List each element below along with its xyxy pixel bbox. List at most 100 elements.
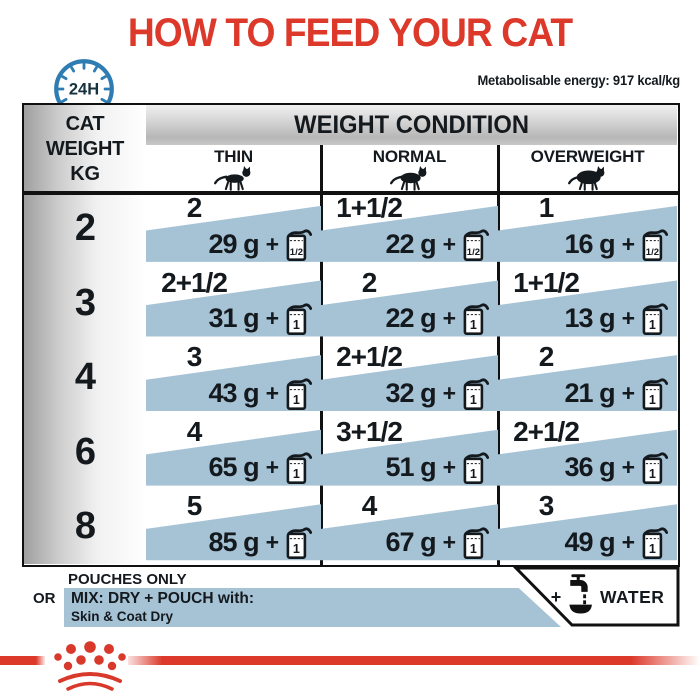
measuring-pouch-icon: 1/2	[642, 229, 668, 261]
cat-weight-value: 4	[74, 356, 96, 399]
measure-amount: 1	[470, 542, 477, 556]
weight-condition-header: WEIGHT CONDITION	[146, 105, 677, 145]
plus-sign: +	[621, 305, 635, 332]
grams-line: 16 g + 1/2	[565, 227, 668, 262]
mix-line1: MIX: DRY + POUCH with:	[71, 590, 254, 607]
header-separator-rule	[24, 191, 678, 195]
feeding-cell: 4 67 g + 1	[321, 489, 498, 564]
grams-value: 65 g	[208, 452, 260, 483]
feeding-table: WEIGHT CONDITION CAT WEIGHT KG THIN NORM…	[22, 103, 680, 567]
column-divider	[320, 145, 323, 565]
24h-label: 24H	[69, 81, 99, 99]
grams-value: 29 g	[208, 228, 260, 259]
measure-amount: 1	[470, 467, 477, 481]
pouch-count: 2+1/2	[513, 415, 580, 447]
grams-line: 67 g + 1	[386, 525, 489, 560]
measuring-pouch-icon: 1/2	[463, 229, 489, 261]
feeding-cell: 2 21 g + 1	[498, 340, 677, 415]
measure-amount: 1	[470, 393, 477, 407]
plus-sign: +	[265, 379, 279, 406]
pouch-count: 4	[186, 415, 203, 447]
feeding-cell: 2+1/2 36 g + 1	[498, 415, 677, 490]
water-callout: + WATER	[512, 566, 680, 627]
cat-weight-value: 6	[74, 430, 96, 473]
plus-sign: +	[265, 528, 279, 555]
feeding-cell: 1+1/2 13 g + 1	[498, 266, 677, 341]
measure-amount: 1/2	[467, 246, 480, 257]
measure-amount: 1	[470, 318, 477, 332]
measure-amount: 1	[649, 318, 656, 332]
measure-amount: 1	[293, 393, 300, 407]
measure-amount: 1/2	[290, 246, 303, 257]
grams-value: 36 g	[564, 452, 616, 483]
water-plus-sign: +	[551, 587, 562, 607]
pouch-count: 3	[538, 490, 555, 522]
page-title: HOW TO FEED YOUR CAT	[127, 11, 573, 55]
grams-value: 67 g	[385, 526, 437, 557]
feeding-cell: 2 22 g + 1	[321, 266, 498, 341]
weight-condition-title: WEIGHT CONDITION	[294, 110, 529, 139]
royal-canin-crown-logo	[54, 641, 126, 691]
pouch-count: 3	[186, 341, 203, 373]
pouch-count: 2+1/2	[161, 266, 228, 298]
grams-line: 43 g + 1	[209, 376, 312, 411]
or-label: OR	[33, 590, 56, 607]
plus-sign: +	[442, 528, 456, 555]
pouch-count: 2+1/2	[336, 341, 403, 373]
feeding-cell: 3 49 g + 1	[498, 489, 677, 564]
grams-value: 22 g	[385, 228, 437, 259]
grams-line: 31 g + 1	[209, 301, 312, 336]
measure-amount: 1/2	[646, 246, 659, 257]
measure-amount: 1	[649, 467, 656, 481]
measuring-pouch-icon: 1	[463, 452, 489, 485]
corner-line-1: CAT	[65, 113, 105, 135]
condition-label: THIN	[214, 147, 253, 166]
grams-line: 13 g + 1	[565, 301, 668, 336]
mix-option-band: MIX: DRY + POUCH with: Skin & Coat Dry	[64, 588, 561, 627]
condition-label: OVERWEIGHT	[530, 147, 645, 166]
condition-header-thin-cat: THIN	[146, 145, 321, 191]
pouch-count: 3+1/2	[336, 415, 403, 447]
grams-line: 22 g + 1	[386, 301, 489, 336]
normal-cat-icon	[389, 165, 426, 191]
mix-line2: Skin & Coat Dry	[71, 609, 174, 624]
measuring-pouch-icon: 1	[286, 452, 312, 485]
condition-label: NORMAL	[372, 147, 447, 166]
measure-amount: 1	[649, 542, 656, 556]
measuring-pouch-icon: 1	[463, 303, 489, 336]
grams-value: 31 g	[208, 303, 260, 334]
plus-sign: +	[442, 454, 456, 481]
corner-line-2: WEIGHT	[45, 138, 125, 160]
grams-line: 51 g + 1	[386, 450, 489, 485]
grams-line: 21 g + 1	[565, 376, 668, 411]
energy-note: Metabolisable energy: 917 kcal/kg	[477, 73, 680, 88]
plus-sign: +	[621, 528, 635, 555]
plus-sign: +	[621, 230, 635, 257]
feeding-cell: 2+1/2 32 g + 1	[321, 340, 498, 415]
grams-line: 32 g + 1	[386, 376, 489, 411]
grams-line: 65 g + 1	[209, 450, 312, 485]
feeding-cell: 3 43 g + 1	[146, 340, 321, 415]
thin-cat-icon	[213, 165, 250, 191]
plus-sign: +	[621, 379, 635, 406]
cat-weight-value: 2	[74, 207, 96, 249]
pouch-count: 2	[361, 266, 378, 298]
measure-amount: 1	[293, 318, 300, 332]
grams-line: 29 g + 1/2	[209, 227, 312, 262]
pouch-count: 4	[361, 490, 378, 522]
column-divider	[497, 145, 500, 565]
plus-sign: +	[621, 454, 635, 481]
overweight-cat-icon	[567, 165, 604, 191]
measure-amount: 1	[293, 467, 300, 481]
grams-value: 85 g	[208, 526, 260, 557]
cat-weight-kg-header: CAT WEIGHT KG	[24, 112, 146, 187]
pouch-count: 1	[538, 192, 555, 223]
grams-value: 51 g	[385, 452, 437, 483]
grams-line: 85 g + 1	[209, 525, 312, 560]
condition-header-overweight-cat: OVERWEIGHT	[498, 145, 677, 191]
grams-value: 16 g	[564, 228, 616, 259]
grams-line: 22 g + 1/2	[386, 227, 489, 262]
measuring-pouch-icon: 1	[286, 527, 312, 559]
pouch-count: 5	[186, 490, 203, 522]
footer-rule-left	[0, 656, 45, 665]
